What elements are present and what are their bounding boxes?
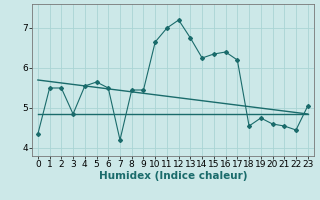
X-axis label: Humidex (Indice chaleur): Humidex (Indice chaleur) [99, 171, 247, 181]
